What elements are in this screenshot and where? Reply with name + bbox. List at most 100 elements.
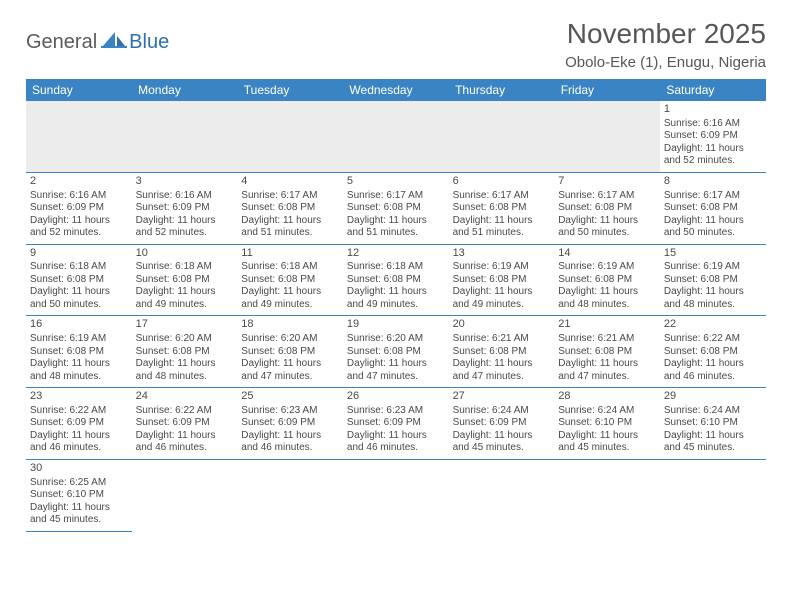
logo: General Blue <box>26 18 169 55</box>
daylight-line: Daylight: 11 hours and 47 minutes. <box>241 358 339 383</box>
daylight-line: Daylight: 11 hours and 49 minutes. <box>241 286 339 311</box>
daylight-line: Daylight: 11 hours and 47 minutes. <box>347 358 445 383</box>
sunrise-line: Sunrise: 6:19 AM <box>558 261 656 274</box>
day-cell: 1Sunrise: 6:16 AMSunset: 6:09 PMDaylight… <box>660 101 766 172</box>
calendar-row: 23Sunrise: 6:22 AMSunset: 6:09 PMDayligh… <box>26 388 766 460</box>
day-cell: 16Sunrise: 6:19 AMSunset: 6:08 PMDayligh… <box>26 316 132 388</box>
daylight-line: Daylight: 11 hours and 45 minutes. <box>664 430 762 455</box>
blank-cell <box>554 101 660 172</box>
daylight-line: Daylight: 11 hours and 49 minutes. <box>453 286 551 311</box>
day-number: 9 <box>30 247 128 261</box>
sunrise-line: Sunrise: 6:16 AM <box>136 190 234 203</box>
day-number: 15 <box>664 247 762 261</box>
sunrise-line: Sunrise: 6:25 AM <box>30 477 128 490</box>
logo-text-general: General <box>26 31 97 54</box>
day-number: 25 <box>241 390 339 404</box>
calendar-row: 9Sunrise: 6:18 AMSunset: 6:08 PMDaylight… <box>26 244 766 316</box>
day-cell: 18Sunrise: 6:20 AMSunset: 6:08 PMDayligh… <box>237 316 343 388</box>
blank-cell <box>132 101 238 172</box>
day-number: 29 <box>664 390 762 404</box>
day-cell: 14Sunrise: 6:19 AMSunset: 6:08 PMDayligh… <box>554 244 660 316</box>
day-cell: 2Sunrise: 6:16 AMSunset: 6:09 PMDaylight… <box>26 172 132 244</box>
sunset-line: Sunset: 6:09 PM <box>664 130 762 143</box>
title-block: November 2025 Obolo-Eke (1), Enugu, Nige… <box>565 18 766 71</box>
day-cell: 24Sunrise: 6:22 AMSunset: 6:09 PMDayligh… <box>132 388 238 460</box>
sunrise-line: Sunrise: 6:18 AM <box>241 261 339 274</box>
day-number: 10 <box>136 247 234 261</box>
sunrise-line: Sunrise: 6:16 AM <box>664 118 762 131</box>
day-number: 27 <box>453 390 551 404</box>
daylight-line: Daylight: 11 hours and 51 minutes. <box>347 215 445 240</box>
daylight-line: Daylight: 11 hours and 46 minutes. <box>136 430 234 455</box>
weekday-header: Sunday <box>26 79 132 101</box>
sunset-line: Sunset: 6:08 PM <box>136 274 234 287</box>
sunset-line: Sunset: 6:08 PM <box>558 346 656 359</box>
daylight-line: Daylight: 11 hours and 46 minutes. <box>664 358 762 383</box>
day-number: 12 <box>347 247 445 261</box>
calendar-row: 16Sunrise: 6:19 AMSunset: 6:08 PMDayligh… <box>26 316 766 388</box>
sunrise-line: Sunrise: 6:22 AM <box>136 405 234 418</box>
sunset-line: Sunset: 6:08 PM <box>347 202 445 215</box>
daylight-line: Daylight: 11 hours and 45 minutes. <box>453 430 551 455</box>
weekday-header: Wednesday <box>343 79 449 101</box>
blank-cell <box>449 101 555 172</box>
sunset-line: Sunset: 6:08 PM <box>347 346 445 359</box>
sunset-line: Sunset: 6:08 PM <box>558 202 656 215</box>
location: Obolo-Eke (1), Enugu, Nigeria <box>565 54 766 71</box>
day-cell: 22Sunrise: 6:22 AMSunset: 6:08 PMDayligh… <box>660 316 766 388</box>
sunrise-line: Sunrise: 6:24 AM <box>453 405 551 418</box>
day-number: 17 <box>136 318 234 332</box>
sunset-line: Sunset: 6:08 PM <box>453 346 551 359</box>
day-cell: 5Sunrise: 6:17 AMSunset: 6:08 PMDaylight… <box>343 172 449 244</box>
calendar-row: 2Sunrise: 6:16 AMSunset: 6:09 PMDaylight… <box>26 172 766 244</box>
daylight-line: Daylight: 11 hours and 52 minutes. <box>30 215 128 240</box>
sunset-line: Sunset: 6:08 PM <box>347 274 445 287</box>
day-number: 26 <box>347 390 445 404</box>
sunrise-line: Sunrise: 6:17 AM <box>347 190 445 203</box>
daylight-line: Daylight: 11 hours and 51 minutes. <box>241 215 339 240</box>
sunset-line: Sunset: 6:09 PM <box>136 417 234 430</box>
calendar-body: 1Sunrise: 6:16 AMSunset: 6:09 PMDaylight… <box>26 101 766 531</box>
daylight-line: Daylight: 11 hours and 46 minutes. <box>30 430 128 455</box>
sunset-line: Sunset: 6:08 PM <box>241 346 339 359</box>
sunset-line: Sunset: 6:10 PM <box>30 489 128 502</box>
sunrise-line: Sunrise: 6:20 AM <box>241 333 339 346</box>
sunset-line: Sunset: 6:08 PM <box>136 346 234 359</box>
empty-cell <box>343 459 449 531</box>
day-number: 2 <box>30 175 128 189</box>
sunset-line: Sunset: 6:08 PM <box>453 274 551 287</box>
daylight-line: Daylight: 11 hours and 52 minutes. <box>664 143 762 168</box>
weekday-header: Tuesday <box>237 79 343 101</box>
day-number: 19 <box>347 318 445 332</box>
sunset-line: Sunset: 6:10 PM <box>558 417 656 430</box>
sunset-line: Sunset: 6:09 PM <box>347 417 445 430</box>
sunrise-line: Sunrise: 6:23 AM <box>347 405 445 418</box>
day-cell: 30Sunrise: 6:25 AMSunset: 6:10 PMDayligh… <box>26 459 132 531</box>
daylight-line: Daylight: 11 hours and 50 minutes. <box>558 215 656 240</box>
sunset-line: Sunset: 6:09 PM <box>453 417 551 430</box>
daylight-line: Daylight: 11 hours and 49 minutes. <box>136 286 234 311</box>
day-cell: 11Sunrise: 6:18 AMSunset: 6:08 PMDayligh… <box>237 244 343 316</box>
day-cell: 6Sunrise: 6:17 AMSunset: 6:08 PMDaylight… <box>449 172 555 244</box>
day-cell: 3Sunrise: 6:16 AMSunset: 6:09 PMDaylight… <box>132 172 238 244</box>
daylight-line: Daylight: 11 hours and 50 minutes. <box>30 286 128 311</box>
day-number: 20 <box>453 318 551 332</box>
daylight-line: Daylight: 11 hours and 49 minutes. <box>347 286 445 311</box>
sunrise-line: Sunrise: 6:17 AM <box>558 190 656 203</box>
sunset-line: Sunset: 6:09 PM <box>241 417 339 430</box>
empty-cell <box>660 459 766 531</box>
day-cell: 19Sunrise: 6:20 AMSunset: 6:08 PMDayligh… <box>343 316 449 388</box>
calendar-page: General Blue November 2025 Obolo-Eke (1)… <box>0 0 792 542</box>
day-cell: 9Sunrise: 6:18 AMSunset: 6:08 PMDaylight… <box>26 244 132 316</box>
day-cell: 10Sunrise: 6:18 AMSunset: 6:08 PMDayligh… <box>132 244 238 316</box>
daylight-line: Daylight: 11 hours and 47 minutes. <box>558 358 656 383</box>
month-title: November 2025 <box>565 18 766 50</box>
sunrise-line: Sunrise: 6:21 AM <box>453 333 551 346</box>
sunset-line: Sunset: 6:08 PM <box>558 274 656 287</box>
weekday-header: Thursday <box>449 79 555 101</box>
sunrise-line: Sunrise: 6:23 AM <box>241 405 339 418</box>
weekday-header: Friday <box>554 79 660 101</box>
day-cell: 26Sunrise: 6:23 AMSunset: 6:09 PMDayligh… <box>343 388 449 460</box>
sunset-line: Sunset: 6:08 PM <box>30 346 128 359</box>
day-number: 1 <box>664 103 762 117</box>
